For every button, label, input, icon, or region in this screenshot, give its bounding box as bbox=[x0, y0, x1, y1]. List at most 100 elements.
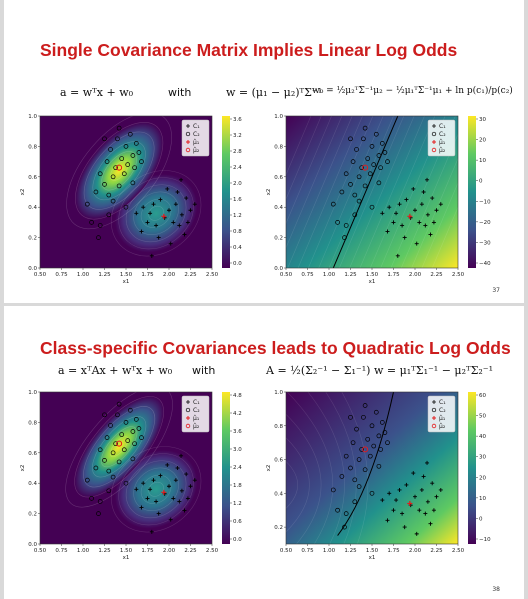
class1-point bbox=[428, 232, 433, 237]
class2-point bbox=[133, 417, 139, 422]
contour-line bbox=[133, 467, 179, 511]
colorbar-tick-label: 3.0 bbox=[233, 447, 242, 453]
class2-point bbox=[367, 453, 373, 459]
y-tick-label: 1.0 bbox=[28, 390, 37, 396]
contour-line bbox=[140, 474, 172, 504]
x-tick-label: 1.50 bbox=[120, 272, 133, 278]
colorbar-tick-label: 0.0 bbox=[233, 261, 242, 267]
class1-point bbox=[151, 478, 156, 483]
class2-point bbox=[115, 136, 120, 142]
x-axis-label: x1 bbox=[123, 279, 130, 285]
class1-point bbox=[402, 235, 407, 240]
class2-point bbox=[371, 162, 377, 167]
class2-point bbox=[343, 511, 349, 516]
class2-point bbox=[121, 171, 127, 177]
colorbar-tick-label: 0.6 bbox=[233, 519, 242, 525]
class2-point bbox=[361, 136, 366, 142]
class1-point bbox=[179, 212, 184, 217]
legend-label: μ̂₁ bbox=[439, 139, 446, 146]
class2-density bbox=[74, 396, 164, 498]
class2-density bbox=[75, 122, 163, 220]
equation-w: w = (μ₁ − μ₂)ᵀΣ⁻¹ bbox=[226, 86, 323, 99]
class1-point bbox=[411, 186, 416, 191]
class2-point bbox=[330, 487, 336, 493]
class1-point bbox=[167, 484, 171, 489]
class1-point bbox=[397, 487, 402, 492]
y-tick-label: 0.0 bbox=[28, 266, 37, 272]
class2-point bbox=[356, 457, 362, 462]
class2-point bbox=[93, 465, 99, 471]
class1-point bbox=[421, 190, 426, 194]
x-tick-label: 0.50 bbox=[34, 548, 47, 554]
class1-point bbox=[154, 499, 159, 504]
class1-point bbox=[421, 474, 426, 479]
class2-point bbox=[385, 159, 390, 164]
mean1-marker bbox=[407, 500, 413, 506]
legend-label: C₁ bbox=[193, 123, 200, 130]
contour-line bbox=[349, 116, 415, 268]
x-tick-label: 0.50 bbox=[280, 272, 293, 278]
class2-point bbox=[133, 141, 139, 146]
y-tick-label: 0.8 bbox=[274, 424, 283, 430]
y-tick-label: 0.6 bbox=[28, 175, 37, 181]
class2-point bbox=[356, 198, 362, 204]
contour-line bbox=[308, 116, 374, 268]
y-tick-label: 1.0 bbox=[274, 390, 283, 396]
class1-point bbox=[175, 466, 180, 470]
colorbar-tick-label: −10 bbox=[479, 199, 491, 205]
colorbar bbox=[468, 116, 476, 268]
class2-point bbox=[362, 125, 368, 131]
class2-point bbox=[352, 192, 358, 198]
class2-point bbox=[369, 204, 375, 210]
contour-line bbox=[341, 392, 369, 544]
class2-point bbox=[116, 125, 122, 131]
y-tick-label: 0.6 bbox=[274, 175, 283, 181]
class1-point bbox=[425, 212, 430, 217]
colorbar-tick-label: 10 bbox=[479, 158, 486, 164]
y-tick-label: 0.0 bbox=[28, 542, 37, 548]
class2-point bbox=[373, 409, 379, 415]
class2-point bbox=[106, 468, 112, 474]
class1-point bbox=[177, 499, 182, 504]
class2-point bbox=[335, 220, 340, 225]
mean1-marker bbox=[161, 213, 167, 219]
x-tick-label: 2.00 bbox=[409, 272, 422, 278]
contour-line bbox=[83, 131, 155, 210]
class1-point bbox=[134, 487, 139, 492]
class1-point bbox=[156, 235, 161, 240]
colorbar-tick-label: 40 bbox=[479, 434, 486, 440]
class2-point bbox=[382, 150, 388, 155]
colorbar-tick-label: 2.8 bbox=[233, 149, 242, 155]
x-tick-label: 1.00 bbox=[77, 272, 90, 278]
class1-point bbox=[134, 211, 139, 216]
x-tick-label: 1.75 bbox=[387, 548, 400, 554]
class2-point bbox=[369, 423, 375, 429]
class1-point bbox=[413, 208, 417, 213]
legend-mu1-marker bbox=[186, 416, 190, 420]
class1-point bbox=[404, 482, 409, 487]
class2-point bbox=[354, 426, 359, 432]
legend-label: μ̂₂ bbox=[439, 147, 446, 154]
class1-point bbox=[154, 223, 159, 228]
contour-line bbox=[286, 437, 310, 533]
class2-point bbox=[379, 141, 385, 146]
class2-point bbox=[378, 447, 383, 452]
class1-point bbox=[417, 508, 422, 513]
class1-point bbox=[414, 531, 419, 536]
class2-point bbox=[123, 144, 129, 149]
class2-point bbox=[362, 403, 368, 408]
class1-point bbox=[425, 177, 430, 182]
contour-line bbox=[75, 121, 164, 220]
legend-label: C₂ bbox=[439, 407, 446, 414]
contour-line bbox=[421, 182, 458, 268]
class1-point bbox=[188, 484, 193, 489]
colorbar-tick-label: 30 bbox=[479, 117, 486, 123]
contour-line bbox=[286, 392, 333, 544]
class1-point bbox=[430, 196, 435, 201]
legend-c1-marker bbox=[432, 400, 436, 404]
x-tick-label: 1.50 bbox=[366, 548, 379, 554]
legend-label: μ̂₁ bbox=[193, 415, 200, 422]
class2-point bbox=[365, 156, 371, 161]
class1-point bbox=[413, 494, 417, 499]
